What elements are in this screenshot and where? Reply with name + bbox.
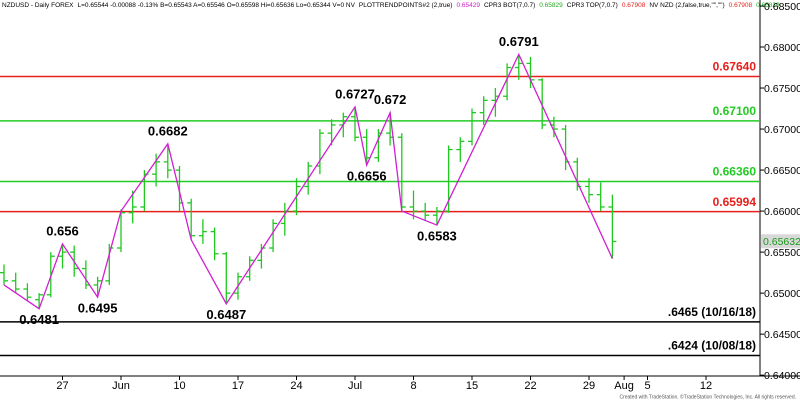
- level-label: .6424 (10/08/18): [668, 339, 756, 353]
- header-item: CPR3 BOT(7,0.7): [484, 2, 535, 9]
- header-item: 0.67908: [729, 2, 753, 9]
- swing-label: 0.6487: [206, 307, 246, 322]
- level-label-bg: [710, 60, 758, 74]
- y-tick-label: 0.65000: [764, 288, 800, 300]
- x-tick-label: 8: [410, 380, 416, 392]
- x-tick-label: Aug: [614, 380, 634, 392]
- level-label-bg: [710, 165, 758, 179]
- swing-label: 0.6583: [417, 228, 457, 243]
- y-tick-label: 0.68000: [764, 42, 800, 54]
- y-tick-label: 0.66500: [764, 165, 800, 177]
- x-tick-label: 22: [524, 380, 536, 392]
- x-tick-label: 29: [583, 380, 595, 392]
- y-tick-label: 0.66000: [764, 206, 800, 218]
- last-price-label: 0.65632: [763, 236, 800, 248]
- last-price-box: [761, 234, 800, 249]
- y-tick-label: 0.64500: [764, 329, 800, 341]
- level-label-bg: [710, 195, 758, 209]
- x-tick-label: Jun: [112, 380, 130, 392]
- swing-label: 0.6481: [19, 312, 59, 327]
- level-label: 0.66360: [713, 165, 757, 179]
- swing-label: 0.6656: [347, 169, 387, 184]
- y-tick-label: 0.67000: [764, 124, 800, 136]
- x-tick-label: 10: [173, 380, 185, 392]
- header-item: NZDUSD - Daily FOREX: [2, 2, 74, 9]
- header-item: 0.65429: [456, 2, 480, 9]
- header-item: 0.67908: [622, 2, 646, 9]
- y-tick-label: 0.65500: [764, 247, 800, 259]
- footer: Created with TradeStation. ©TradeStation…: [619, 393, 796, 400]
- header-item: 0.65829: [756, 2, 780, 9]
- x-tick-label: 17: [232, 380, 244, 392]
- x-tick-label: Jul: [348, 380, 362, 392]
- swing-line: [3, 52, 613, 310]
- y-tick-label: 0.67500: [764, 83, 800, 95]
- x-tick-label: 27: [56, 380, 68, 392]
- level-label-bg: [665, 339, 758, 353]
- swing-label: 0.6791: [499, 34, 539, 49]
- level-label-bg: [665, 305, 758, 319]
- header-item: NV NZD (2,false,true,"",""): [649, 2, 724, 9]
- swing-label: 0.6682: [148, 123, 188, 138]
- level-label: 0.67100: [713, 104, 757, 118]
- swing-label: 0.6727: [335, 86, 375, 101]
- header-item: PLOTTRENDPOINTS#2 (2,true): [359, 2, 453, 9]
- x-tick-label: 15: [466, 380, 478, 392]
- header: NZDUSD - Daily FOREX L=0.65544 -0.00088 -…: [2, 2, 780, 9]
- x-tick-label: 5: [644, 380, 650, 392]
- header-item: L=0.65544 -0.00088 -0.13% B=0.65543 A=0.…: [78, 2, 356, 9]
- swing-label: 0.6495: [78, 301, 118, 316]
- x-tick-label: 24: [290, 380, 302, 392]
- level-label: 0.67640: [713, 60, 757, 74]
- level-label: 0.65994: [713, 195, 757, 209]
- y-tick-label: 0.68500: [764, 1, 800, 13]
- swing-label: 0.656: [46, 223, 79, 238]
- y-tick-label: 0.64000: [764, 370, 800, 382]
- swing-label: 0.672: [374, 92, 407, 107]
- header-item: CPR3 TOP(7,0.7): [567, 2, 618, 9]
- level-label-bg: [710, 104, 758, 118]
- header-item: 0.65829: [539, 2, 563, 9]
- x-tick-label: 12: [700, 380, 712, 392]
- level-label: .6465 (10/16/18): [668, 305, 756, 319]
